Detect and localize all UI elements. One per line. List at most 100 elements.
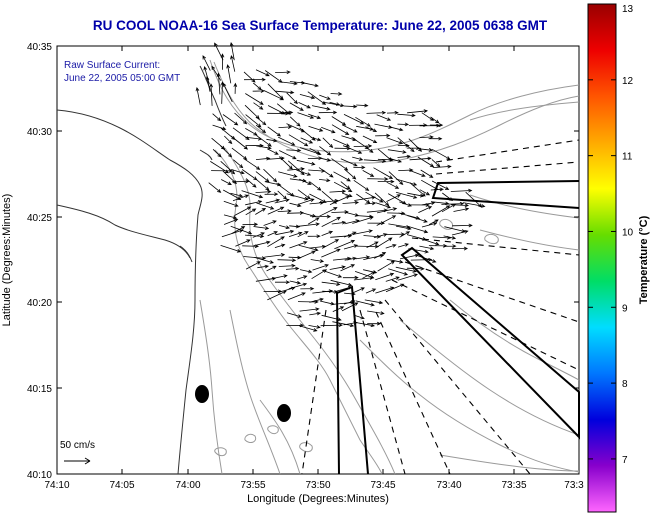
current-vector <box>418 237 440 246</box>
x-tick-label: 73:45 <box>370 480 395 491</box>
current-vector <box>355 116 371 127</box>
current-vector <box>397 143 410 148</box>
current-vector <box>431 180 450 190</box>
current-vector <box>212 113 222 122</box>
current-vector <box>220 53 225 70</box>
current-vector <box>375 202 392 209</box>
current-vector <box>331 124 350 135</box>
radar-coverage-lines <box>301 139 580 475</box>
current-vector <box>300 81 319 88</box>
current-vector <box>376 114 392 121</box>
current-vector <box>267 236 285 248</box>
current-vector <box>353 276 374 281</box>
current-vector <box>230 135 249 150</box>
current-vector <box>289 224 301 229</box>
colorbar-tick-label: 8 <box>622 379 628 390</box>
current-vector <box>298 102 311 109</box>
current-vector <box>428 219 439 225</box>
current-vector <box>312 264 329 271</box>
current-vector <box>289 280 302 285</box>
current-vector <box>387 157 402 163</box>
current-vector <box>278 125 293 129</box>
current-vector <box>299 94 316 100</box>
colorbar-label: Temperature (°C) <box>638 215 650 304</box>
current-vector <box>430 187 444 192</box>
current-vector <box>220 245 242 253</box>
current-vector <box>395 266 417 273</box>
current-vector <box>267 206 285 215</box>
current-vector <box>226 64 232 84</box>
current-vector <box>451 230 469 236</box>
current-vector <box>231 179 250 184</box>
colorbar-tick-label: 13 <box>622 4 634 15</box>
current-vector <box>441 203 456 213</box>
current-vector <box>386 232 406 237</box>
current-vector <box>287 292 306 301</box>
current-vector <box>388 126 404 132</box>
current-vector <box>332 321 355 328</box>
current-vector <box>195 87 201 106</box>
current-vector <box>221 179 232 186</box>
current-vector <box>252 232 265 238</box>
current-vector <box>377 179 395 184</box>
buoy-marker <box>277 404 291 422</box>
current-vector <box>255 208 267 215</box>
current-vector <box>343 114 365 125</box>
current-vector <box>298 325 318 332</box>
current-vector <box>386 194 401 202</box>
current-vector <box>321 230 334 236</box>
current-vector <box>377 207 398 214</box>
x-tick-label: 73:50 <box>305 480 330 491</box>
current-vector <box>453 207 470 212</box>
current-vector <box>286 148 302 153</box>
current-vector <box>377 237 393 247</box>
current-vector <box>319 178 331 183</box>
current-vector <box>234 112 248 125</box>
current-vector <box>253 102 264 110</box>
current-vector <box>278 263 296 268</box>
current-vector <box>309 147 321 155</box>
current-vector <box>255 189 272 194</box>
current-vector <box>244 234 265 239</box>
current-vector <box>399 231 411 238</box>
current-vector <box>331 220 347 225</box>
current-vector <box>385 283 405 293</box>
current-vector <box>299 307 320 312</box>
current-vector <box>255 69 270 77</box>
current-vector <box>288 134 309 147</box>
y-tick-label: 40:20 <box>27 298 52 309</box>
current-vector <box>375 272 395 281</box>
current-vector <box>287 167 305 171</box>
current-vector <box>243 77 266 82</box>
current-vector <box>364 299 384 305</box>
current-vector <box>245 200 263 206</box>
current-vector <box>356 193 371 204</box>
current-vector <box>245 128 258 136</box>
current-vector <box>343 104 358 109</box>
current-vector <box>297 189 311 200</box>
current-vector <box>407 192 425 198</box>
current-vector <box>289 116 301 127</box>
current-vector <box>443 235 457 240</box>
x-tick-labels: 74:10 74:05 74:00 73:55 73:50 73:45 73:4… <box>44 480 584 491</box>
current-vector <box>341 124 358 133</box>
current-vector <box>407 109 429 114</box>
y-tick-label: 40:25 <box>27 213 52 224</box>
current-vector <box>367 310 385 315</box>
current-vector <box>386 110 399 115</box>
current-vector <box>377 260 396 272</box>
current-vector <box>319 94 331 100</box>
current-vector <box>278 156 293 170</box>
current-vector <box>277 209 292 213</box>
current-vector <box>419 135 434 139</box>
current-vector <box>353 179 370 191</box>
current-vector <box>231 169 245 175</box>
current-vector <box>385 244 397 249</box>
current-vector <box>311 269 328 280</box>
current-vector <box>395 191 418 199</box>
current-vector <box>275 90 295 95</box>
current-vector <box>330 279 353 287</box>
current-vector <box>319 207 338 217</box>
x-tick-label: 74:05 <box>109 480 134 491</box>
current-vector <box>397 122 410 127</box>
